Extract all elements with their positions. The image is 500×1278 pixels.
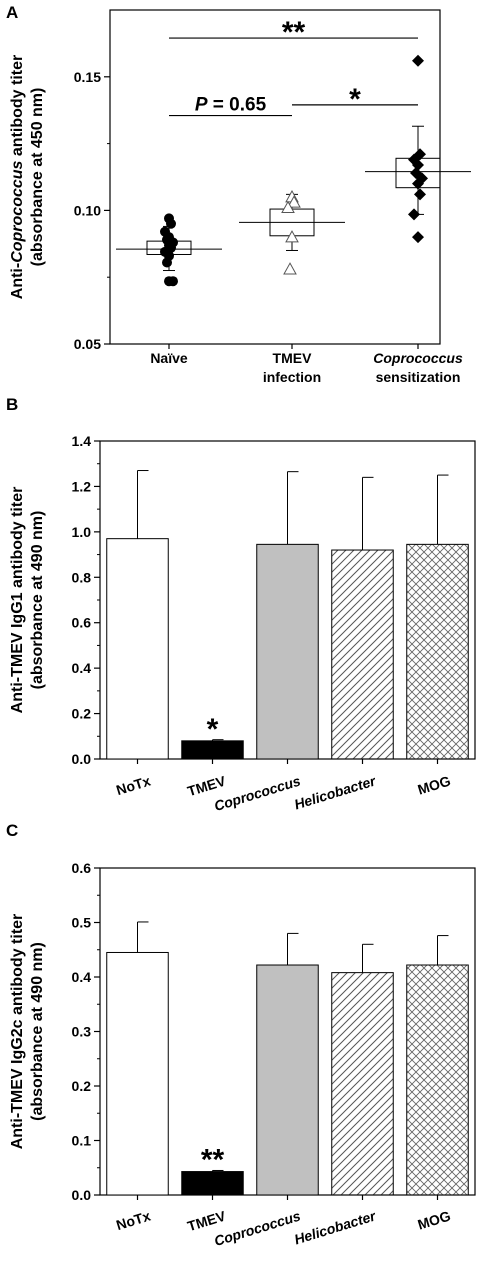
significance-label: *: [207, 713, 219, 746]
bar-notx: [106, 951, 169, 1196]
data-point: [285, 230, 299, 243]
significance-label: **: [201, 1144, 225, 1177]
y-axis-label: Anti-TMEV IgG2c antibody titer: [9, 914, 26, 1150]
y-tick-label-a: 0.10: [74, 202, 101, 218]
bar-coprococcus: [256, 964, 319, 1196]
y-tick-label: 0.2: [72, 706, 92, 722]
panel-letter-c: C: [6, 821, 18, 840]
bar-mog: [406, 543, 469, 760]
y-tick-label-a: 0.15: [74, 69, 101, 85]
y-tick-label: 0.4: [72, 969, 92, 985]
y-tick-label: 0.8: [72, 569, 92, 585]
bar-coprococcus: [256, 543, 319, 760]
y-axis-label-part-a: Coprococcus: [9, 160, 26, 262]
y-tick-label: 1.4: [72, 433, 92, 449]
group-a-0: [116, 213, 222, 287]
data-point: [412, 54, 424, 67]
x-tick-label: MOG: [416, 1208, 453, 1233]
data-point: [283, 262, 297, 275]
bar-mog: [406, 964, 469, 1196]
x-tick-label: NoTx: [114, 1208, 152, 1234]
y-tick-label: 1.2: [72, 478, 92, 494]
x-tick-label: MOG: [416, 773, 453, 798]
bar-helicobacter: [331, 549, 394, 760]
p-value-label: P = 0.65: [195, 95, 267, 116]
y-tick-label: 0.0: [72, 751, 92, 767]
group-a-2: [365, 54, 471, 244]
panel-b: B 0.0 0.2 0.4 0.6 0.8 1.0 1.2 1.4 Anti-TMEV IgG1 …: [6, 395, 476, 815]
data-point: [162, 257, 172, 268]
y-tick-label-a: 0.05: [74, 336, 101, 352]
data-point: [412, 177, 424, 190]
y-tick-label: 0.2: [72, 1078, 92, 1094]
y-axis-label-unit: (absorbance at 490 nm): [29, 511, 46, 690]
x-tick-label-a-line2: sensitization: [376, 369, 461, 385]
y-tick-label: 0.5: [72, 915, 92, 931]
y-axis-label-part-a: Anti-: [9, 263, 26, 299]
y-tick-label: 0.1: [72, 1133, 92, 1149]
y-axis-label-a: Anti-Coprococcus antibody titer: [9, 55, 26, 299]
p-value-text: = 0.65: [208, 95, 267, 116]
data-point: [164, 276, 174, 287]
bar-helicobacter: [331, 972, 394, 1196]
group-a-1: [239, 190, 345, 275]
y-tick-label: 0.6: [72, 615, 92, 631]
y-axis-label-part-a: antibody titer: [9, 55, 26, 161]
y-axis-label-unit: (absorbance at 490 nm): [29, 942, 46, 1121]
x-tick-label-a: Naïve: [150, 350, 188, 366]
x-tick-label: Coprococcus: [212, 773, 302, 815]
data-point: [166, 218, 176, 229]
y-axis-label: Anti-TMEV IgG1 antibody titer: [9, 487, 26, 714]
data-point: [408, 208, 420, 221]
x-tick-label: Helicobacter: [292, 1207, 379, 1247]
data-point: [412, 231, 424, 244]
data-point: [287, 195, 301, 208]
x-tick-label-a: TMEV: [273, 350, 313, 366]
panel-c: C 0.0 0.1 0.2 0.3 0.4 0.5 0.6 Anti-TMEV IgG2c an…: [6, 821, 476, 1250]
x-tick-label-a: Coprococcus: [373, 350, 463, 366]
data-point: [281, 200, 295, 214]
x-tick-label: NoTx: [114, 773, 152, 799]
x-tick-label-a-line2: infection: [263, 369, 321, 385]
y-tick-label: 1.0: [72, 524, 92, 540]
significance-label: *: [349, 83, 361, 116]
data-point: [412, 158, 424, 171]
y-tick-label: 0.0: [72, 1187, 92, 1203]
data-point: [414, 188, 426, 201]
x-tick-label: Helicobacter: [292, 772, 379, 812]
plot-frame-a: [109, 9, 441, 345]
panel-letter-b: B: [6, 395, 18, 414]
y-tick-label: 0.6: [72, 860, 92, 876]
p-value-prefix: P: [195, 95, 208, 116]
x-tick-label: Coprococcus: [212, 1208, 302, 1250]
panel-letter-a: A: [6, 3, 18, 22]
significance-label: **: [282, 16, 306, 49]
y-tick-label: 0.4: [72, 660, 92, 676]
y-tick-label: 0.3: [72, 1024, 92, 1040]
bar-notx: [106, 538, 169, 760]
y-axis-label-unit-a: (absorbance at 450 nm): [29, 88, 46, 267]
